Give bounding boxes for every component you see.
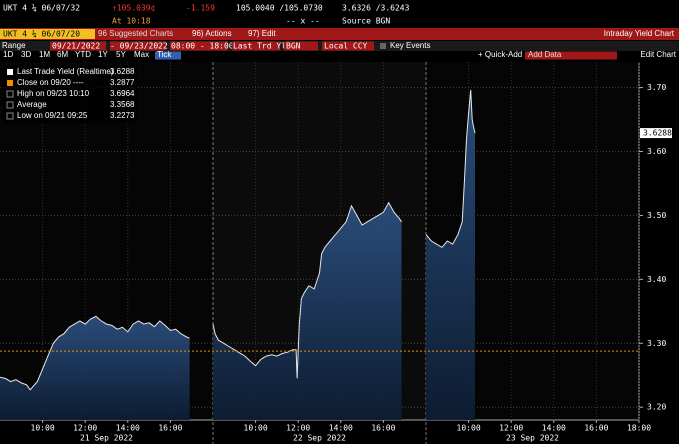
- legend-label: Low on 09/21 09:25: [17, 111, 88, 120]
- legend-label: Last Trade Yield (Realtime): [17, 67, 114, 76]
- legend-icon: [7, 80, 13, 86]
- x-tick-label: 12:00: [73, 424, 97, 433]
- x-tick-label: 10:00: [457, 424, 481, 433]
- legend-icon: [6, 112, 14, 120]
- bid-ask: 105.0040 /105.0730: [236, 4, 323, 13]
- x-tick-label: 10:00: [244, 424, 268, 433]
- range-source[interactable]: BGN: [286, 42, 301, 51]
- period-button[interactable]: 1D: [3, 50, 13, 59]
- actions[interactable]: 96) Actions: [192, 29, 232, 38]
- hours-box[interactable]: [170, 41, 228, 51]
- range-label: Range: [2, 41, 26, 50]
- last-value-label: 3.6288: [643, 129, 672, 138]
- x-tick-label: 18:00: [627, 424, 651, 433]
- ticker-box[interactable]: [0, 29, 95, 39]
- legend-label: High on 09/23 10:10: [17, 89, 90, 98]
- end-date[interactable]: - 09/23/2022: [110, 42, 168, 51]
- currency-box[interactable]: [322, 41, 374, 51]
- period-button[interactable]: YTD: [75, 50, 91, 59]
- period-button[interactable]: 1M: [39, 50, 50, 59]
- period-button[interactable]: 6M: [57, 50, 68, 59]
- hours[interactable]: 08:00 - 18:00: [171, 42, 234, 51]
- field-box[interactable]: [232, 41, 280, 51]
- legend-label: Average: [17, 100, 47, 109]
- yield-line: [212, 201, 402, 379]
- date-label: 21 Sep 2022: [80, 434, 133, 443]
- quick-add[interactable]: + Quick-Add: [478, 50, 522, 59]
- area: [213, 202, 402, 420]
- legend-icon: [7, 69, 13, 75]
- price: ↑105.039¢: [112, 4, 156, 13]
- chart: 3.20 3.30 3.40 3.50 3.60 3.70 10:00 12:00 14:00 1…: [0, 62, 672, 444]
- start-date[interactable]: 09/21/2022: [52, 42, 100, 51]
- time: At 10:18: [112, 17, 151, 26]
- toolbar: [0, 28, 679, 40]
- legend-value: 3.6288: [110, 67, 135, 76]
- add-data-box[interactable]: [525, 51, 617, 60]
- y-tick-label: 3.70: [647, 83, 666, 92]
- x-tick-label: 12:00: [499, 424, 523, 433]
- area: [426, 89, 475, 421]
- x-tick-label: 14:00: [542, 424, 566, 433]
- size: -- x --: [286, 17, 320, 26]
- x-tick-label: 12:00: [286, 424, 310, 433]
- yield-line: [0, 315, 190, 391]
- ticker[interactable]: UKT 4 ¼ 06/07/20: [3, 30, 80, 39]
- legend-icon: [6, 90, 14, 98]
- yield-line: [425, 89, 476, 249]
- legend-box: [3, 65, 137, 123]
- x-tick-label: 14:00: [116, 424, 140, 433]
- security: UKT 4 ¼ 06/07/32: [3, 4, 80, 13]
- start-box[interactable]: [50, 41, 106, 51]
- legend-value: 3.3568: [110, 100, 135, 109]
- date-label: 23 Sep 2022: [506, 434, 559, 443]
- x-tick-label: 16:00: [584, 424, 608, 433]
- period-active[interactable]: [155, 51, 181, 60]
- currency[interactable]: Local CCY: [324, 42, 368, 51]
- period-buttons: 1D 3D 1M 6M YTD 1Y 5Y Max Tick: [3, 50, 181, 60]
- period-button[interactable]: 1Y: [98, 50, 108, 59]
- legend-value: 3.2273: [110, 111, 135, 120]
- source: Source BGN: [342, 17, 390, 26]
- y-tick-label: 3.30: [647, 339, 666, 348]
- suggested-charts[interactable]: 96 Suggested Charts: [98, 29, 173, 38]
- x-tick-label: 14:00: [329, 424, 353, 433]
- legend-icon: [6, 101, 14, 109]
- x-tick-label: 10:00: [31, 424, 55, 433]
- source-box[interactable]: [284, 41, 318, 51]
- area: [0, 316, 190, 420]
- period-button[interactable]: 5Y: [116, 50, 126, 59]
- yields: 3.6326 /3.6243: [342, 4, 410, 13]
- screen-title: Intraday Yield Chart: [604, 29, 675, 38]
- legend-value: 3.6964: [110, 89, 135, 98]
- last-value-tag: [640, 128, 672, 139]
- x-tick-label: 16:00: [158, 424, 182, 433]
- add-data[interactable]: Add Data: [528, 50, 562, 59]
- y-tick-label: 3.40: [647, 275, 666, 284]
- edit-chart[interactable]: Edit Chart: [640, 50, 676, 59]
- y-tick-label: 3.60: [647, 147, 666, 156]
- period-button[interactable]: Tick: [157, 50, 172, 59]
- period-button[interactable]: 3D: [21, 50, 31, 59]
- end-box[interactable]: [110, 41, 166, 51]
- date-label: 22 Sep 2022: [293, 434, 346, 443]
- events-checkbox[interactable]: [380, 43, 386, 49]
- key-events[interactable]: Key Events: [390, 41, 430, 50]
- field[interactable]: Last Trd Yld: [233, 42, 291, 51]
- period-button[interactable]: Max: [134, 50, 149, 59]
- x-tick-label: 16:00: [371, 424, 395, 433]
- legend-value: 3.2877: [110, 78, 135, 87]
- y-tick-label: 3.20: [647, 403, 666, 412]
- change: -1.159: [186, 4, 215, 13]
- y-tick-label: 3.50: [647, 211, 666, 220]
- edit[interactable]: 97) Edit: [248, 29, 276, 38]
- legend-label: Close on 09/20 ----: [17, 78, 84, 87]
